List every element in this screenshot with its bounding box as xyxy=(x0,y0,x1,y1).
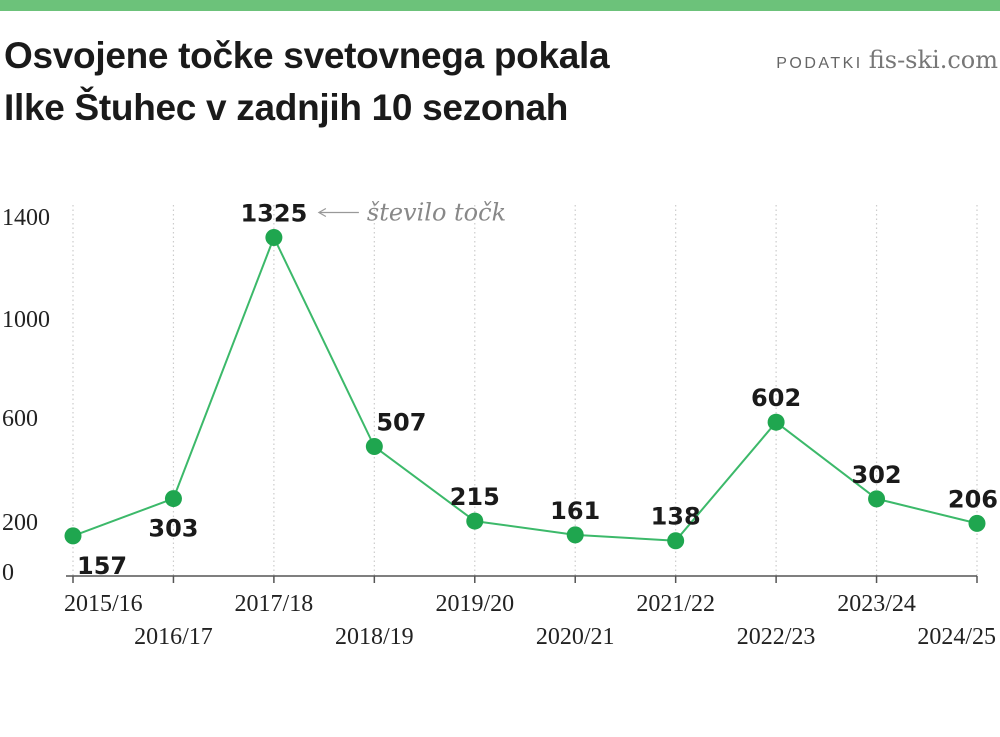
data-label-2018-19: 507 xyxy=(376,408,426,436)
top-accent-bar xyxy=(0,0,1000,11)
x-tick-label-2024-25: 2024/25 xyxy=(917,624,996,650)
data-point-2020-21 xyxy=(566,526,584,544)
source-label: PODATKI xyxy=(776,55,863,72)
x-tick-label-2023-24: 2023/24 xyxy=(837,591,916,617)
data-points xyxy=(64,228,986,550)
data-label-2021-22: 138 xyxy=(651,503,701,531)
x-tick-label-2017-18: 2017/18 xyxy=(235,591,314,617)
x-tick-label-2022-23: 2022/23 xyxy=(737,624,816,650)
data-point-2024-25 xyxy=(968,514,986,532)
series-line xyxy=(72,236,978,542)
data-point-2022-23 xyxy=(767,413,785,431)
data-label-2019-20: 215 xyxy=(450,483,500,511)
data-point-2023-24 xyxy=(868,490,886,508)
data-source: PODATKI fis-ski.com xyxy=(776,46,998,74)
y-axis-ticks: 0 200 600 1000 1400 xyxy=(2,205,50,586)
x-tick-label-2021-22: 2021/22 xyxy=(636,591,715,617)
source-value: fis-ski.com xyxy=(868,46,998,74)
data-label-2023-24: 302 xyxy=(852,461,902,489)
data-label-2020-21: 161 xyxy=(550,497,600,525)
x-tick-label-2015-16: 2015/16 xyxy=(64,591,143,617)
annotation: število točk xyxy=(317,198,506,226)
data-label-2015-16: 157 xyxy=(77,552,127,580)
y-tick-label-200: 200 xyxy=(2,510,38,536)
data-point-2017-18 xyxy=(265,228,283,246)
data-label-2024-25: 206 xyxy=(948,485,998,513)
y-tick-label-0: 0 xyxy=(2,560,14,586)
y-tick-label-1000: 1000 xyxy=(2,307,50,333)
data-labels: 157 303 1325 507 215 161 138 602 302 206 xyxy=(77,199,998,579)
grid-lines xyxy=(72,205,978,576)
x-axis xyxy=(66,575,978,583)
y-tick-label-600: 600 xyxy=(2,406,38,432)
data-point-2018-19 xyxy=(365,437,383,455)
x-tick-label-2019-20: 2019/20 xyxy=(435,591,514,617)
x-axis-ticks: 2015/16 2016/17 2017/18 2018/19 2019/20 2020/… xyxy=(64,591,996,650)
x-tick-label-2020-21: 2020/21 xyxy=(536,624,615,650)
data-point-2016-17 xyxy=(164,490,182,508)
x-tick-label-2018-19: 2018/19 xyxy=(335,624,414,650)
y-tick-label-1400: 1400 xyxy=(2,205,50,231)
title-line-2: Ilke Štuhec v zadnjih 10 sezonah xyxy=(4,87,569,128)
data-label-2017-18: 1325 xyxy=(240,199,307,227)
annotation-arrow-head xyxy=(317,207,327,217)
data-point-2015-16 xyxy=(64,527,82,545)
title-line-1: Osvojene točke svetovnega pokala xyxy=(4,35,610,76)
chart-title: Osvojene točke svetovnega pokala Ilke Št… xyxy=(4,30,610,134)
series-line-group xyxy=(72,236,978,542)
data-point-2021-22 xyxy=(667,532,685,550)
data-label-2022-23: 602 xyxy=(751,384,801,412)
data-label-2016-17: 303 xyxy=(148,515,198,543)
annotation-text: število točk xyxy=(367,198,506,226)
x-tick-label-2016-17: 2016/17 xyxy=(134,624,213,650)
data-point-2019-20 xyxy=(466,512,484,530)
